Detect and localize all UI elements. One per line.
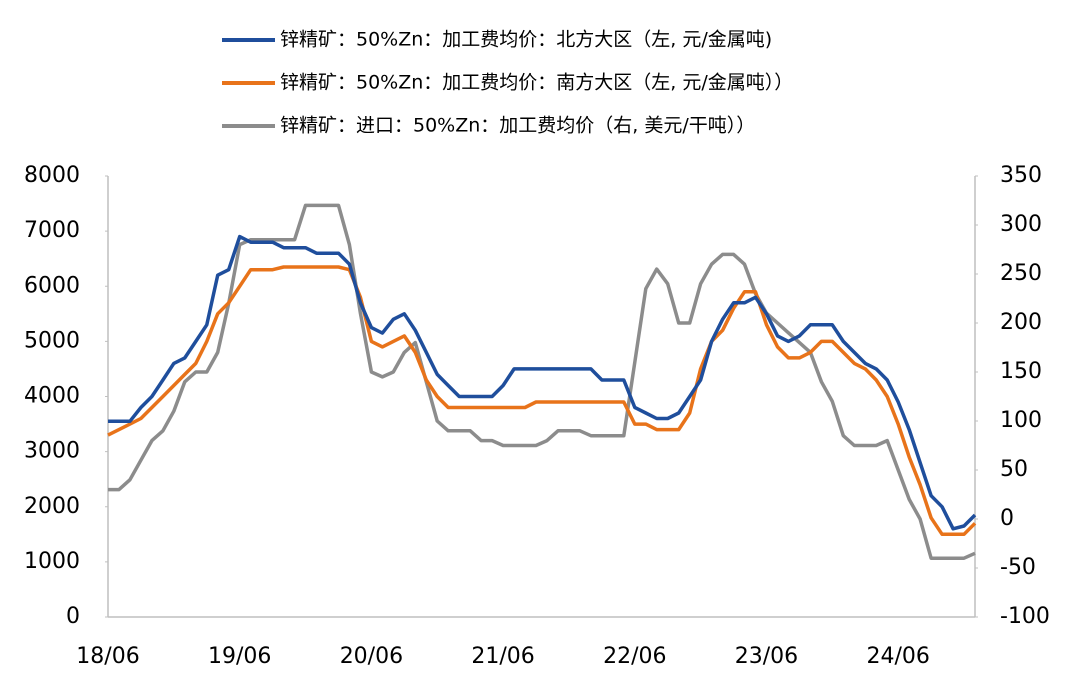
x-tick-label: 23/06: [735, 644, 798, 669]
y2-tick-label: 150: [1000, 359, 1042, 384]
y2-tick-label: -100: [1000, 604, 1050, 629]
y2-tick-label: 50: [1000, 457, 1028, 482]
y-tick-label: 2000: [24, 494, 80, 519]
series-line: [108, 203, 976, 560]
y2-tick-label: -50: [1000, 555, 1036, 580]
y-tick-label: 6000: [24, 273, 80, 298]
x-tick-label: 20/06: [340, 644, 403, 669]
y-tick-label: 3000: [24, 439, 80, 464]
y-tick-label: 4000: [24, 384, 80, 409]
x-tick-label: 24/06: [866, 644, 929, 669]
y-tick-label: 5000: [24, 328, 80, 353]
y-tick-label: 8000: [24, 163, 80, 188]
y2-tick-label: 350: [1000, 163, 1042, 188]
y2-tick-label: 250: [1000, 261, 1042, 286]
x-tick-label: 22/06: [603, 644, 666, 669]
y2-tick-label: 100: [1000, 408, 1042, 433]
x-tick-label: 18/06: [76, 644, 139, 669]
y-tick-label: 7000: [24, 218, 80, 243]
y2-tick-label: 300: [1000, 212, 1042, 237]
series-line: [107, 265, 977, 537]
legend-label: 锌精矿：进口：50%Zn：加工费均价（右, 美元/干吨））: [280, 115, 755, 137]
legend-label: 锌精矿：50%Zn：加工费均价：北方大区（左, 元/金属吨): [280, 29, 772, 51]
series-line: [108, 234, 977, 531]
x-tick-label: 19/06: [208, 644, 271, 669]
y2-tick-label: 0: [1000, 506, 1014, 531]
y-tick-label: 1000: [24, 549, 80, 574]
legend-label: 锌精矿：50%Zn：加工费均价：南方大区（左, 元/金属吨））: [280, 72, 793, 94]
x-tick-label: 21/06: [471, 644, 534, 669]
y2-tick-label: 200: [1000, 310, 1042, 335]
y-tick-label: 0: [66, 604, 80, 629]
